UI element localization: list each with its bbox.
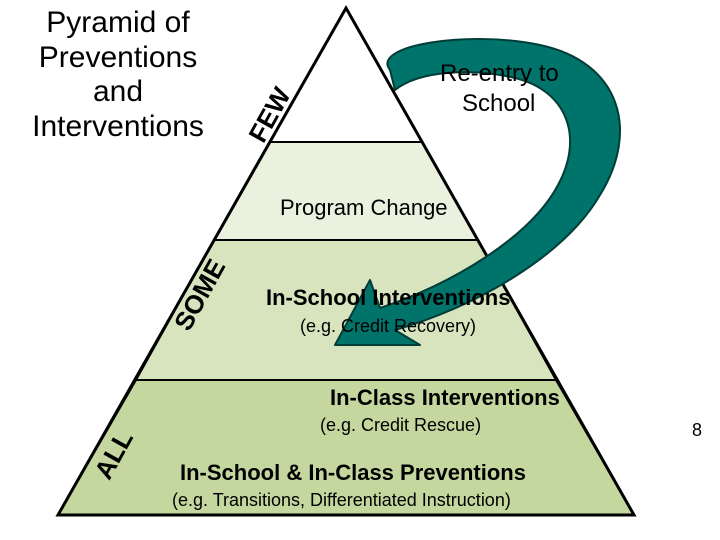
- slide: { "page_number": "8", "title": { "text":…: [0, 0, 720, 540]
- in-school-interventions-title: In-School Interventions: [266, 285, 510, 311]
- program-change-label: Program Change: [280, 195, 448, 221]
- in-class-interventions-title: In-Class Interventions: [330, 385, 560, 411]
- slide-title: Pyramid ofPreventionsandInterventions: [12, 6, 224, 144]
- reentry-label-line1: Re-entry to: [440, 60, 559, 88]
- reentry-label-line2: School: [462, 90, 535, 118]
- page-number: 8: [692, 420, 702, 441]
- in-class-interventions-subtitle: (e.g. Credit Rescue): [320, 415, 481, 436]
- preventions-title: In-School & In-Class Preventions: [180, 460, 526, 486]
- in-school-interventions-subtitle: (e.g. Credit Recovery): [300, 316, 476, 337]
- pyramid-tier: [214, 142, 478, 240]
- preventions-subtitle: (e.g. Transitions, Differentiated Instru…: [172, 490, 511, 511]
